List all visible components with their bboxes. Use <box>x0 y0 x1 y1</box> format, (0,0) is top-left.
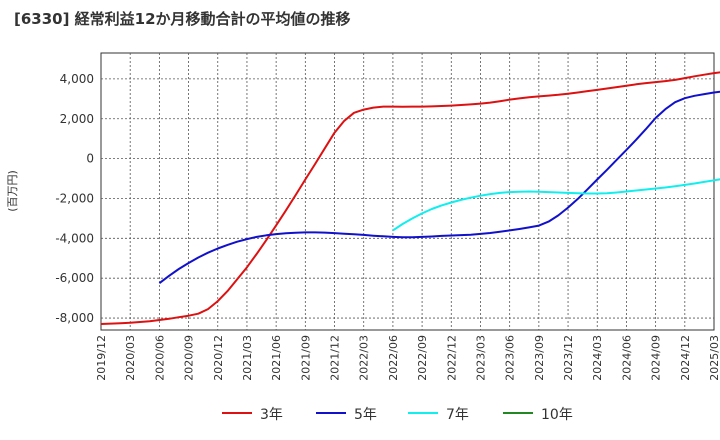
x-tick-label: 2020/03 <box>124 335 137 381</box>
y-tick-label: -6,000 <box>55 271 94 285</box>
series-line-7年 <box>392 178 720 232</box>
x-tick-label: 2023/09 <box>533 335 546 381</box>
x-tick-label: 2021/03 <box>241 335 254 381</box>
y-tick-label: 0 <box>86 152 94 166</box>
plot-area <box>100 52 715 331</box>
x-tick-label: 2023/12 <box>562 335 575 381</box>
plot-frame <box>100 52 715 331</box>
x-tick-label: 2024/09 <box>650 335 663 381</box>
y-axis: -8,000 -6,000 -4,000 -2,000 0 2,000 4,000 <box>55 72 94 325</box>
x-tick-label: 2019/12 <box>95 335 108 381</box>
x-tick-label: 2021/06 <box>270 335 283 381</box>
series-layer <box>100 71 720 325</box>
y-axis-label: (百万円) <box>6 170 19 212</box>
x-tick-label: 2023/06 <box>504 335 517 381</box>
x-tick-label: 2021/12 <box>329 335 342 381</box>
legend-label: 3年 <box>260 407 283 423</box>
x-tick-label: 2022/09 <box>416 335 429 381</box>
series-line-3年 <box>100 71 720 325</box>
legend-label: 7年 <box>446 407 469 423</box>
x-tick-label: 2020/09 <box>183 335 196 381</box>
series-line-5年 <box>158 90 720 284</box>
x-tick-label: 2024/12 <box>679 335 692 381</box>
legend-label: 10年 <box>541 407 573 423</box>
chart-title: [6330] 経常利益12か月移動合計の平均値の推移 <box>14 10 351 28</box>
y-tick-label: 2,000 <box>60 112 94 126</box>
y-tick-label: -2,000 <box>55 191 94 205</box>
x-tick-label: 2022/03 <box>358 335 371 381</box>
x-tick-label: 2024/03 <box>591 335 604 381</box>
x-axis: 2019/12 2020/03 2020/06 2020/09 2020/12 2021/… <box>95 335 720 381</box>
legend-label: 5年 <box>354 407 377 423</box>
x-tick-label: 2020/12 <box>212 335 225 381</box>
x-tick-label: 2024/06 <box>620 335 633 381</box>
y-tick-label: 4,000 <box>60 72 94 86</box>
x-tick-label: 2022/12 <box>445 335 458 381</box>
y-tick-label: -8,000 <box>55 311 94 325</box>
x-tick-label: 2021/09 <box>299 335 312 381</box>
y-tick-label: -4,000 <box>55 231 94 245</box>
x-tick-label: 2025/03 <box>708 335 720 381</box>
x-tick-label: 2022/06 <box>387 335 400 381</box>
x-tick-label: 2020/06 <box>153 335 166 381</box>
x-tick-label: 2023/03 <box>474 335 487 381</box>
legend: 3年 5年 7年 10年 <box>222 407 573 423</box>
